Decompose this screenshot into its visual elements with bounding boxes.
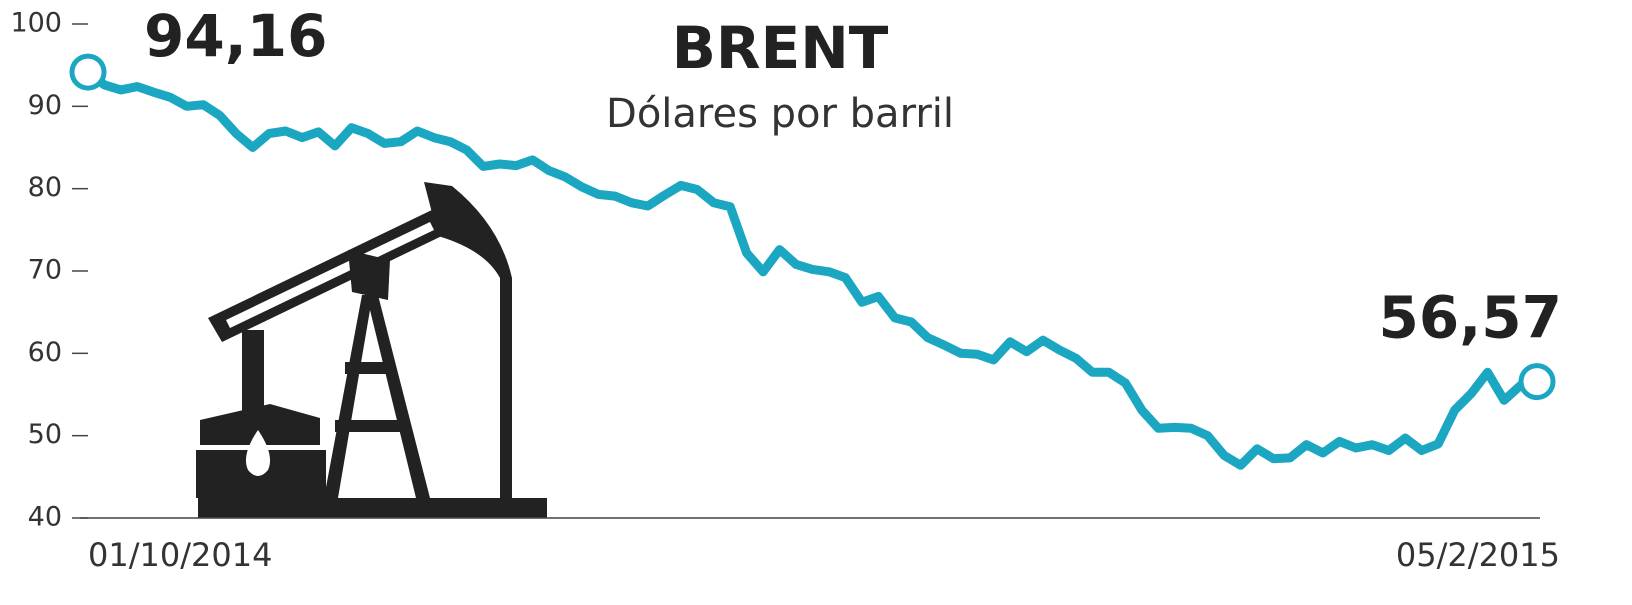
value-label: 94,16	[144, 2, 327, 70]
page: BRENT Dólares por barril 40 50 60 70 80 90 100…	[0, 0, 1632, 605]
y-tick-label: 50	[28, 419, 62, 450]
y-tick-label: 40	[28, 502, 62, 533]
y-tick-label: 100	[10, 8, 62, 39]
value-label: 56,57	[1379, 284, 1562, 352]
chart-title: BRENT	[672, 14, 889, 82]
y-tick-label: 60	[28, 337, 62, 368]
end-marker	[72, 56, 104, 88]
chart-subtitle: Dólares por barril	[606, 91, 954, 137]
chart: BRENT Dólares por barril 40 50 60 70 80 90 100…	[0, 0, 1632, 605]
x-tick-label: 05/2/2015	[1396, 536, 1560, 574]
y-tick-label: 70	[28, 255, 62, 286]
end-marker	[1521, 366, 1553, 398]
y-tick-label: 90	[28, 90, 62, 121]
pump-jack-icon	[196, 182, 547, 518]
x-tick-label: 01/10/2014	[88, 536, 272, 574]
y-tick-label: 80	[28, 172, 62, 203]
